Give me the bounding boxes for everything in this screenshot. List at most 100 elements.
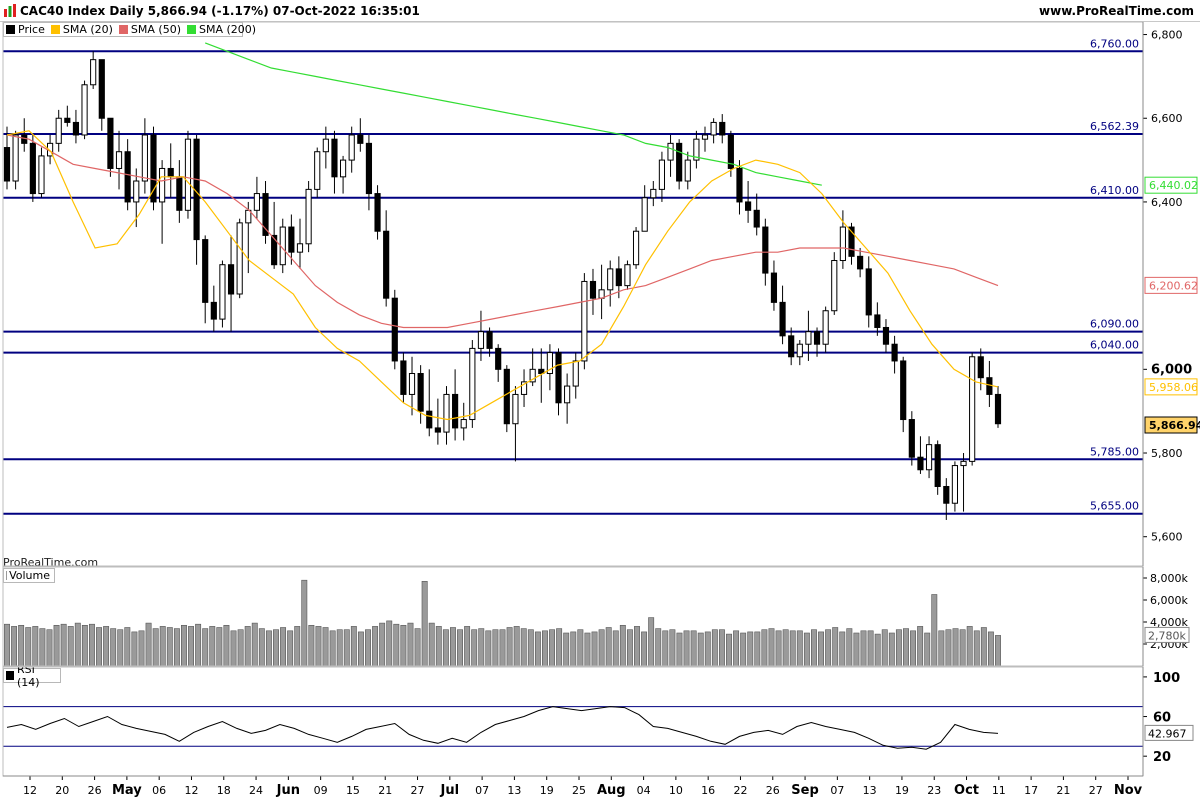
- volume-bar-33: [237, 629, 244, 667]
- candle-body-81: [701, 134, 709, 140]
- legend-sma20[interactable]: SMA (20): [50, 23, 113, 36]
- x-axis: 12 20 26 May 06 12 18 24 Jun 09 15 21 27 Jul 07 13 19 25 A…: [23, 776, 1143, 798]
- volume-bar-10: [74, 622, 81, 667]
- candle-84: [727, 130, 734, 177]
- volume-bar-115: [818, 631, 824, 667]
- candle-body-107: [925, 444, 933, 471]
- candle-body-54: [469, 347, 476, 421]
- candle-body-64: [555, 352, 562, 404]
- candle-body-92: [796, 343, 803, 358]
- candle-2: [21, 118, 28, 152]
- legend-price[interactable]: Price: [6, 23, 45, 36]
- candle-body-7: [64, 117, 71, 123]
- volume-bar-110: [782, 629, 789, 667]
- candle-23: [202, 235, 209, 324]
- candle-29: [253, 176, 260, 219]
- candle-81: [701, 126, 709, 152]
- volume-bar-0: [4, 623, 10, 667]
- candle-38: [331, 130, 338, 194]
- candle-body-29: [253, 193, 260, 211]
- volume-bar-97: [690, 630, 697, 667]
- x-tick-label-3: May: [112, 783, 142, 798]
- sma20-line: [6, 130, 999, 421]
- candle-body-11: [98, 59, 105, 119]
- level-label-6: 5,655.00: [1090, 500, 1139, 513]
- volume-bar-52: [372, 626, 379, 667]
- volume-last-label: 2,780k: [1148, 629, 1186, 642]
- volume-bar-57: [407, 622, 414, 667]
- volume-bar-124: [881, 629, 888, 667]
- candle-body-108: [934, 444, 941, 487]
- candle-22: [193, 134, 200, 265]
- level-label-4: 6,040.00: [1090, 339, 1139, 352]
- candle-body-79: [684, 159, 691, 182]
- candle-77: [667, 134, 674, 177]
- volume-bar-136: [966, 626, 973, 667]
- volume-bar-100: [711, 629, 718, 667]
- sma50-line: [6, 134, 999, 329]
- legend-sma200[interactable]: SMA (200): [187, 23, 256, 36]
- volume-tick-label-2: 4,000k: [1150, 616, 1188, 629]
- legend-price-label: Price: [18, 23, 45, 36]
- volume-bar-81: [577, 629, 584, 667]
- legend-sma200-label: SMA (200): [199, 23, 257, 36]
- candle-1: [12, 130, 19, 190]
- volume-bar-12: [88, 623, 95, 667]
- volume-bar-102: [726, 633, 732, 667]
- x-tick-label-11: 21: [378, 784, 392, 797]
- chart-title: CAC40 Index Daily 5,866.94 (-1.17%) 07-O…: [20, 4, 420, 18]
- volume-bar-43: [308, 624, 315, 667]
- volume-bar-15: [110, 628, 117, 667]
- x-tick-label-16: 19: [540, 784, 554, 797]
- volume-bar-2: [18, 624, 25, 667]
- candle-body-61: [529, 368, 536, 383]
- volume-bar-98: [697, 632, 704, 667]
- volume-bar-45: [322, 627, 329, 667]
- price-legend[interactable]: Price SMA (20) SMA (50) SMA (200): [3, 22, 256, 37]
- volume-bar-14: [103, 626, 110, 667]
- volume-bar-7: [53, 624, 60, 667]
- volume-bar-71: [506, 627, 513, 667]
- x-tick-label-29: Oct: [954, 783, 979, 798]
- last-value-box-2: [1144, 378, 1198, 396]
- volume-bar-82: [584, 632, 591, 667]
- candle-65: [564, 373, 571, 424]
- last-value-box-0: [1144, 176, 1198, 194]
- candle-24: [210, 285, 217, 332]
- panel-frame-2: [2, 666, 1144, 777]
- x-tick-label-8: Jun: [276, 783, 300, 798]
- volume-bar-20: [145, 622, 152, 667]
- volume-bar-73: [520, 628, 527, 667]
- volume-bar-34: [244, 626, 251, 667]
- candle-82: [710, 118, 717, 144]
- volume-bar-80: [570, 631, 577, 667]
- volume-bar-77: [549, 629, 556, 667]
- volume-bar-51: [365, 629, 371, 667]
- volume-bar-16: [117, 629, 124, 667]
- volume-tick-label-0: 8,000k: [1150, 572, 1188, 585]
- candle-50: [434, 398, 441, 445]
- candle-body-51: [443, 393, 450, 433]
- candle-78: [676, 139, 683, 190]
- candle-body-21: [184, 138, 192, 211]
- x-tick-label-31: 17: [1024, 784, 1038, 797]
- volume-bar-23: [166, 627, 173, 667]
- candle-55: [477, 310, 485, 361]
- volume-bar-113: [803, 632, 810, 667]
- price-tick-label-5: 5,600: [1151, 531, 1183, 544]
- level-label-5: 5,785.00: [1090, 445, 1139, 458]
- candle-body-100: [865, 268, 872, 316]
- candle-44: [383, 210, 390, 307]
- volume-bar-26: [188, 626, 194, 667]
- last-value-label-0: 6,440.02: [1149, 179, 1198, 192]
- candle-18: [159, 160, 166, 244]
- volume-bar-59: [421, 580, 428, 667]
- candle-60: [520, 369, 528, 407]
- x-tick-label-21: 16: [701, 784, 715, 797]
- legend-sma50[interactable]: SMA (50): [118, 23, 181, 36]
- candle-56: [486, 327, 493, 357]
- candle-body-35: [305, 188, 312, 245]
- volume-bar-42: [301, 579, 308, 667]
- candle-body-114: [986, 377, 993, 395]
